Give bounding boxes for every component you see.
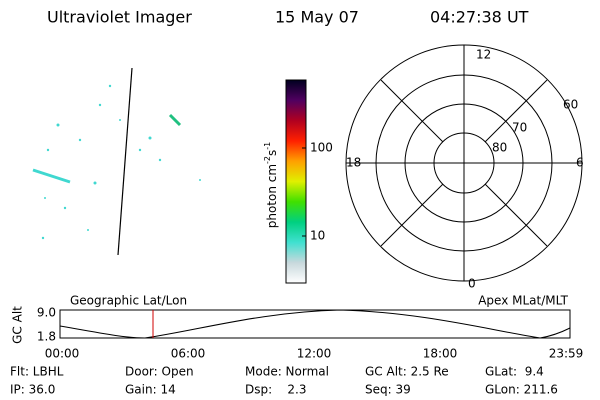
footer-field: GLat: 9.4 [485, 365, 544, 379]
mlt-label: 0 [468, 277, 476, 291]
x-label: 06:00 [171, 347, 206, 361]
mlt-label: 12 [476, 48, 491, 62]
axis-label: GC Alt [11, 306, 25, 344]
x-label: 00:00 [45, 347, 80, 361]
mlt-label: 6 [576, 156, 584, 170]
footer-field: GC Alt: 2.5 Re [365, 365, 449, 379]
footer-field: Mode: Normal [245, 365, 329, 379]
altitude-curve [59, 309, 571, 339]
x-label: 18:00 [423, 347, 458, 361]
time: 04:27:38 UT [430, 8, 529, 27]
footer-field: Dsp: 2.3 [245, 383, 307, 397]
footer-field: IP: 36.0 [10, 383, 55, 397]
polar-grid [345, 44, 583, 282]
title: Ultraviolet Imager [47, 8, 192, 27]
date: 15 May 07 [275, 8, 359, 27]
footer: Flt: LBHL Door: Open Mode: Normal GC Alt: 2… [10, 365, 558, 397]
lat-label: 80 [492, 141, 507, 155]
colorbar-label: photon cm-2s-1 [263, 142, 279, 229]
footer-field: Door: Open [125, 365, 194, 379]
lat-label: 70 [512, 121, 527, 135]
mlt-label: 18 [346, 156, 361, 170]
y-label: 1.8 [37, 330, 56, 344]
y-label: 9.0 [37, 306, 56, 320]
footer-field: Flt: LBHL [10, 365, 64, 379]
colorbar-tick: 10 [310, 229, 325, 243]
colorbar-tick: 100 [310, 141, 333, 155]
timeline-left-label: Geographic Lat/Lon [70, 294, 187, 308]
timeline-right-label: Apex MLat/MLT [478, 294, 568, 308]
x-label: 12:00 [297, 347, 332, 361]
lat-label: 60 [563, 98, 578, 112]
image [32, 67, 201, 256]
footer-field: Seq: 39 [365, 383, 411, 397]
timeline-box [59, 309, 571, 339]
footer-field: GLon: 211.6 [485, 383, 558, 397]
footer-field: Gain: 14 [125, 383, 176, 397]
colorbar [285, 79, 307, 284]
x-label: 23:59 [549, 347, 584, 361]
